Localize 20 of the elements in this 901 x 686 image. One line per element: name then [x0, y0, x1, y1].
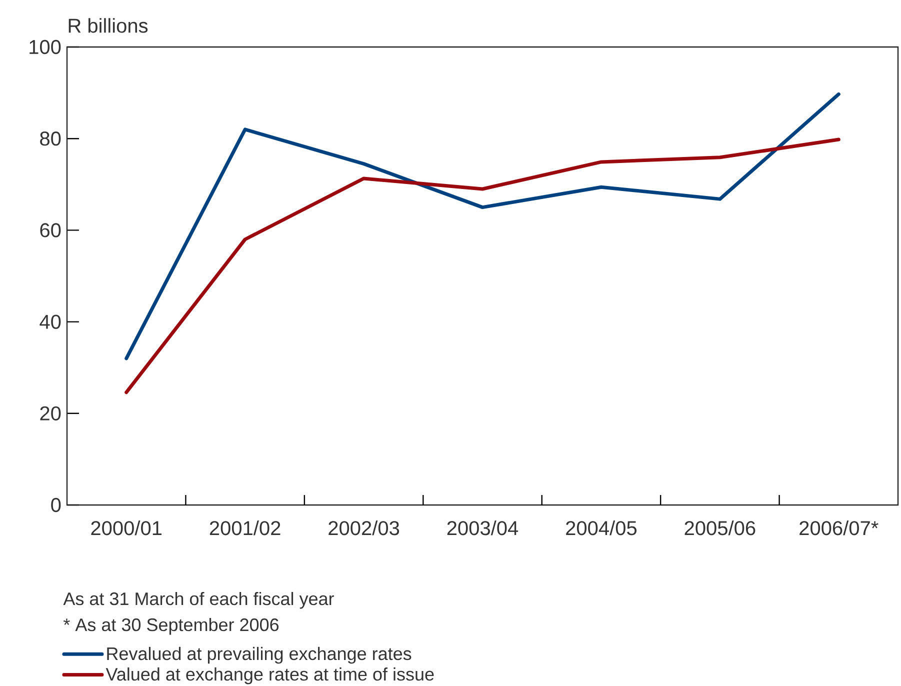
- x-tick-label: 2002/03: [328, 520, 400, 536]
- x-tick-label: 2000/01: [91, 520, 162, 536]
- text: As at 31 March of each fiscal year: [63, 592, 334, 609]
- y-tick-label: 80: [40, 132, 61, 146]
- y-tick-label: 40: [40, 314, 61, 329]
- text: * As at 30 September 2006: [63, 618, 279, 635]
- line-series: [124, 92, 840, 360]
- y-tick-label: 60: [40, 223, 61, 238]
- line-series: [124, 138, 840, 394]
- y-tick-label: 100: [30, 40, 61, 54]
- y-tick-label: 20: [40, 406, 61, 420]
- legend-label: Valued at exchange rates at time of issue: [106, 667, 434, 684]
- x-tick-label: 2004/05: [566, 520, 637, 536]
- y-axis-title: R billions: [68, 18, 148, 33]
- legend-label: Revalued at prevailing exchange rates: [107, 646, 412, 664]
- x-tick-label: 2005/06: [684, 520, 756, 536]
- x-tick-label: 2001/02: [210, 520, 280, 536]
- x-tick-label: 2003/04: [447, 520, 518, 536]
- x-tick-label: 2006/07*: [800, 520, 878, 536]
- y-tick-label: 0: [51, 498, 61, 512]
